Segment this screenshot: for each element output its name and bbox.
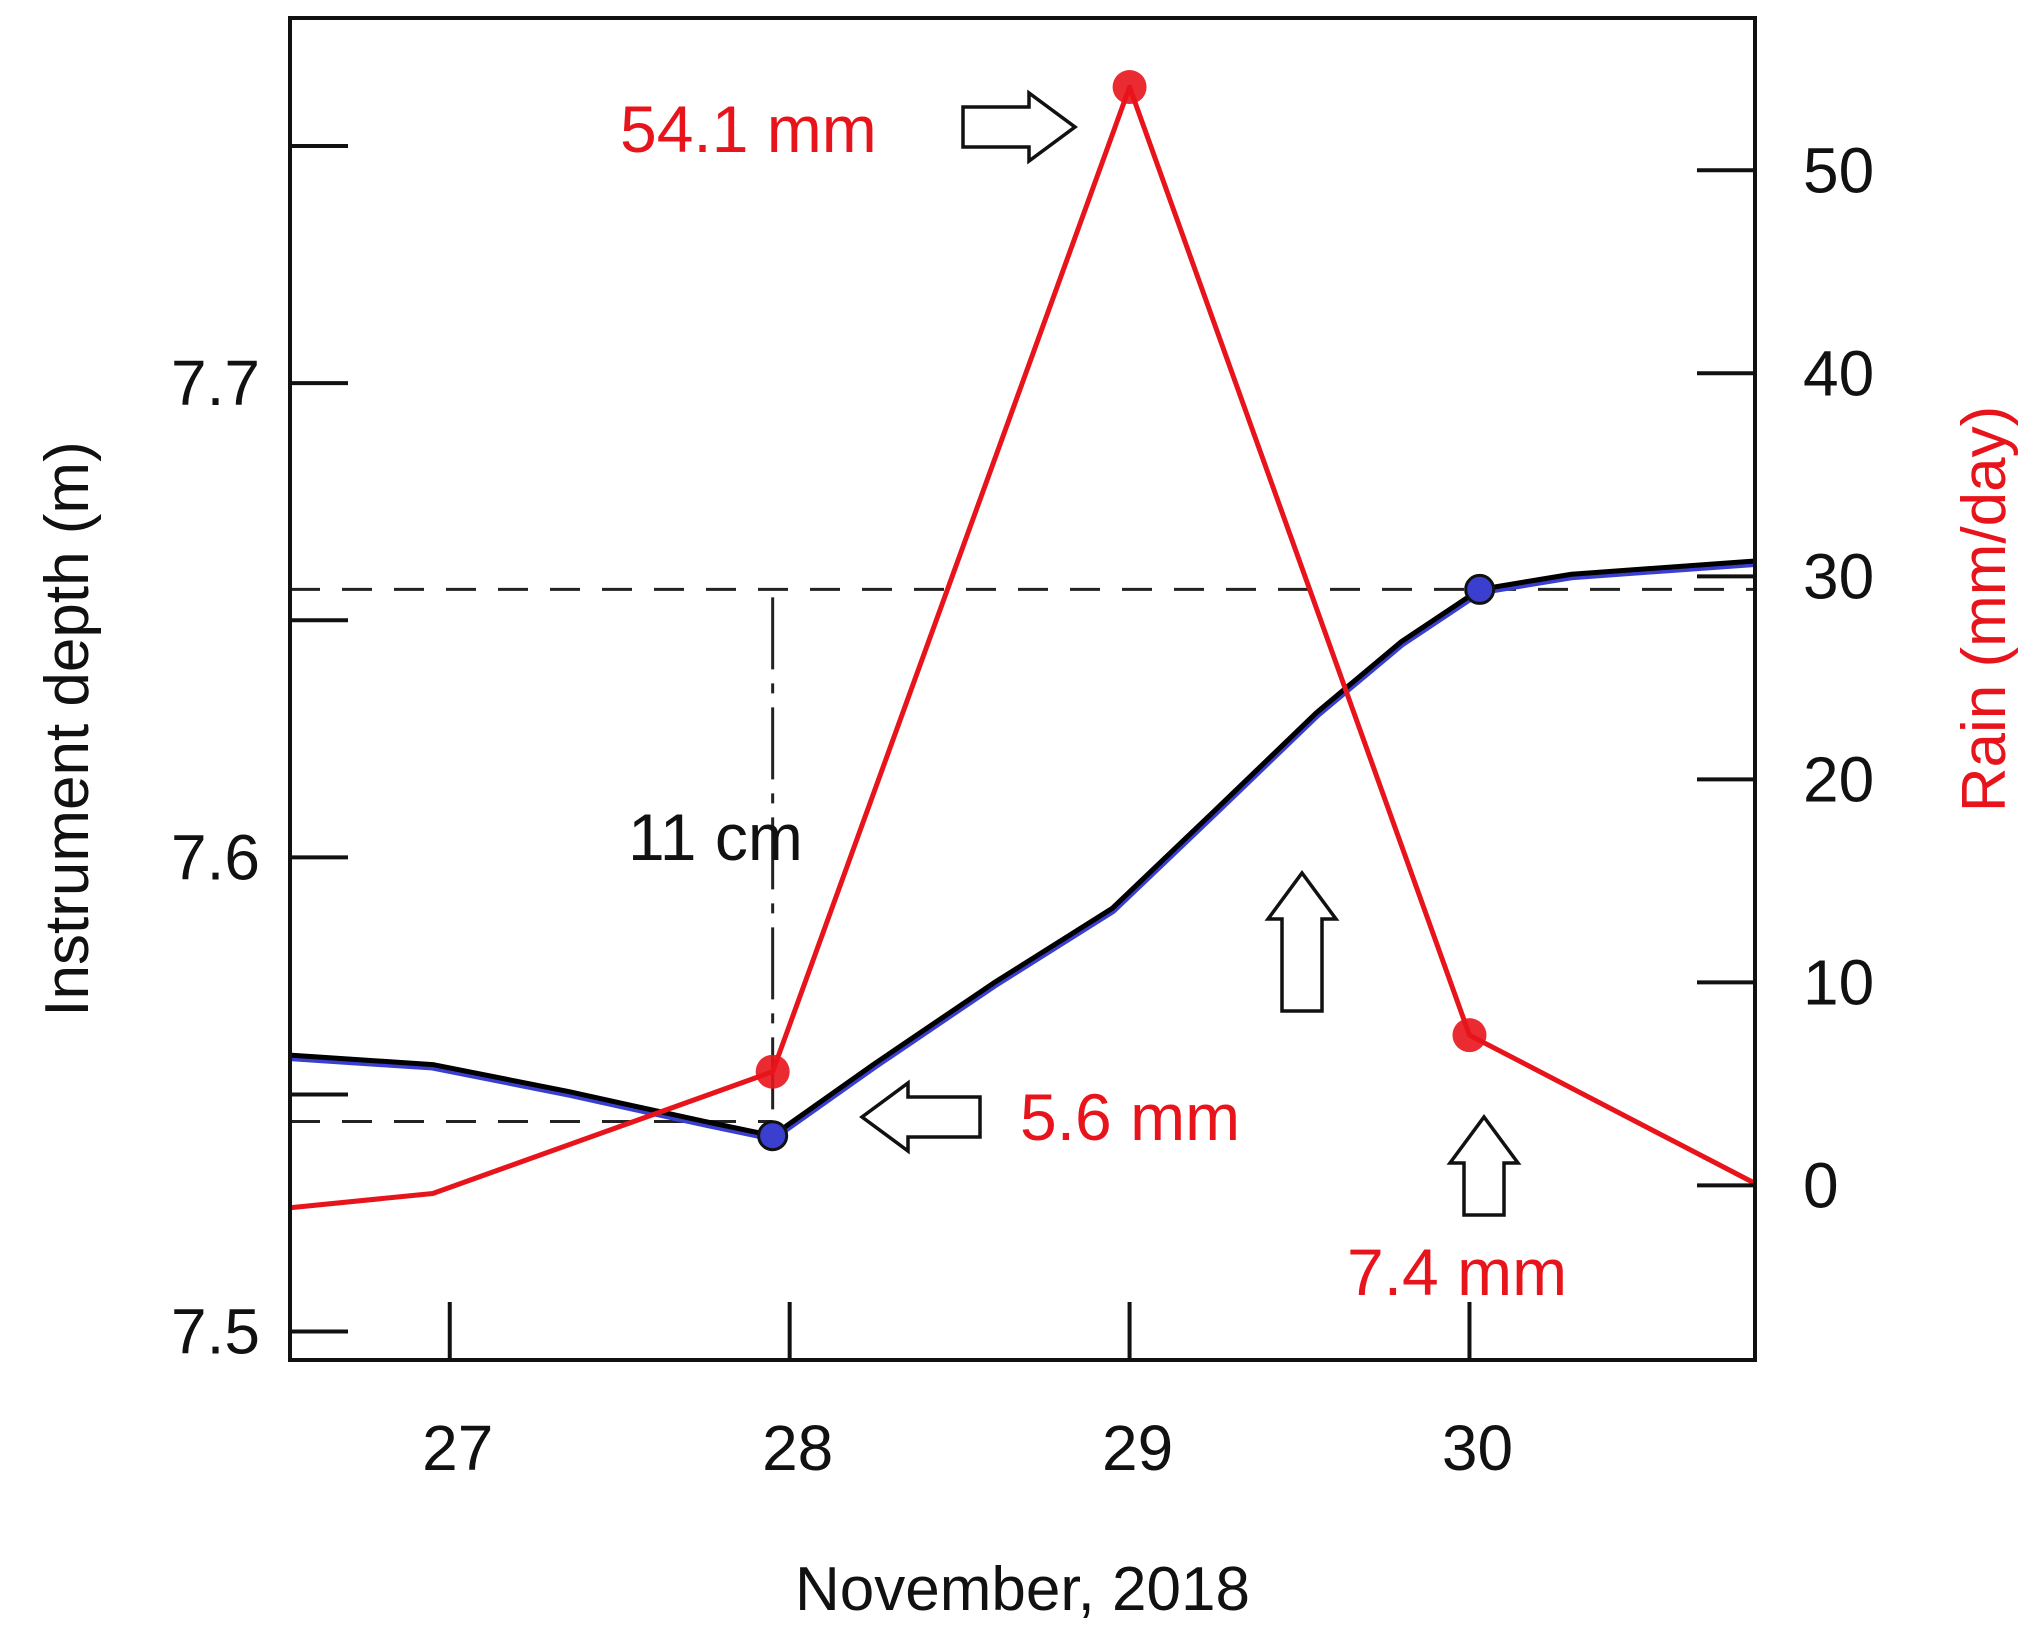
depth-series-line	[289, 558, 1756, 1139]
rain-point-0	[755, 1054, 790, 1089]
depth-point-0	[757, 1120, 789, 1152]
tick-layer: 27 28 29 30 7.5 7.6 7.7 0 10 20 30 40 50	[171, 16, 1874, 1484]
right-tick-label-3: 30	[1803, 540, 1874, 612]
arrow-icon	[859, 1079, 982, 1155]
annotation-label-1: 5.6 mm	[1020, 1080, 1240, 1154]
left-tick-label-1: 7.6	[171, 821, 260, 893]
plot-frame	[288, 16, 1757, 1362]
right-tick-label-0: 0	[1803, 1149, 1839, 1221]
x-tick-label-27: 27	[422, 1412, 493, 1484]
right-tick-label-5: 50	[1803, 134, 1874, 206]
annotation-label-2: 7.4 mm	[1347, 1235, 1567, 1309]
arrow-icon	[1446, 1114, 1522, 1217]
right-tick-label-2: 20	[1803, 743, 1874, 815]
x-tick-label-30: 30	[1442, 1412, 1513, 1484]
x-axis-title: November, 2018	[795, 1555, 1250, 1624]
x-tick-label-29: 29	[1102, 1412, 1173, 1484]
annotation-label-0: 54.1 mm	[620, 92, 877, 166]
annotation-label-3: 11 cm	[628, 800, 803, 874]
plot-layer	[289, 70, 1757, 1211]
annotation-layer: 54.1 mm 5.6 mm 7.4 mm 11 cm	[620, 89, 1567, 1309]
left-tick-label-0: 7.5	[171, 1296, 260, 1368]
right-tick-label-1: 10	[1803, 946, 1874, 1018]
depth-series-shadow	[289, 558, 1756, 1142]
rain-point-1	[1112, 70, 1147, 105]
right-tick-label-4: 40	[1803, 337, 1874, 409]
arrow-icon	[1264, 870, 1340, 1013]
right-axis-title: Rain (mm/day)	[1950, 406, 2019, 813]
arrow-icon	[961, 89, 1078, 165]
x-tick-label-28: 28	[762, 1412, 833, 1484]
rain-series-line	[289, 84, 1757, 1211]
left-tick-label-2: 7.7	[171, 347, 260, 419]
rain-point-2	[1452, 1018, 1487, 1053]
left-axis-title: Instrument depth (m)	[33, 441, 102, 1016]
depth-point-1	[1464, 573, 1496, 605]
